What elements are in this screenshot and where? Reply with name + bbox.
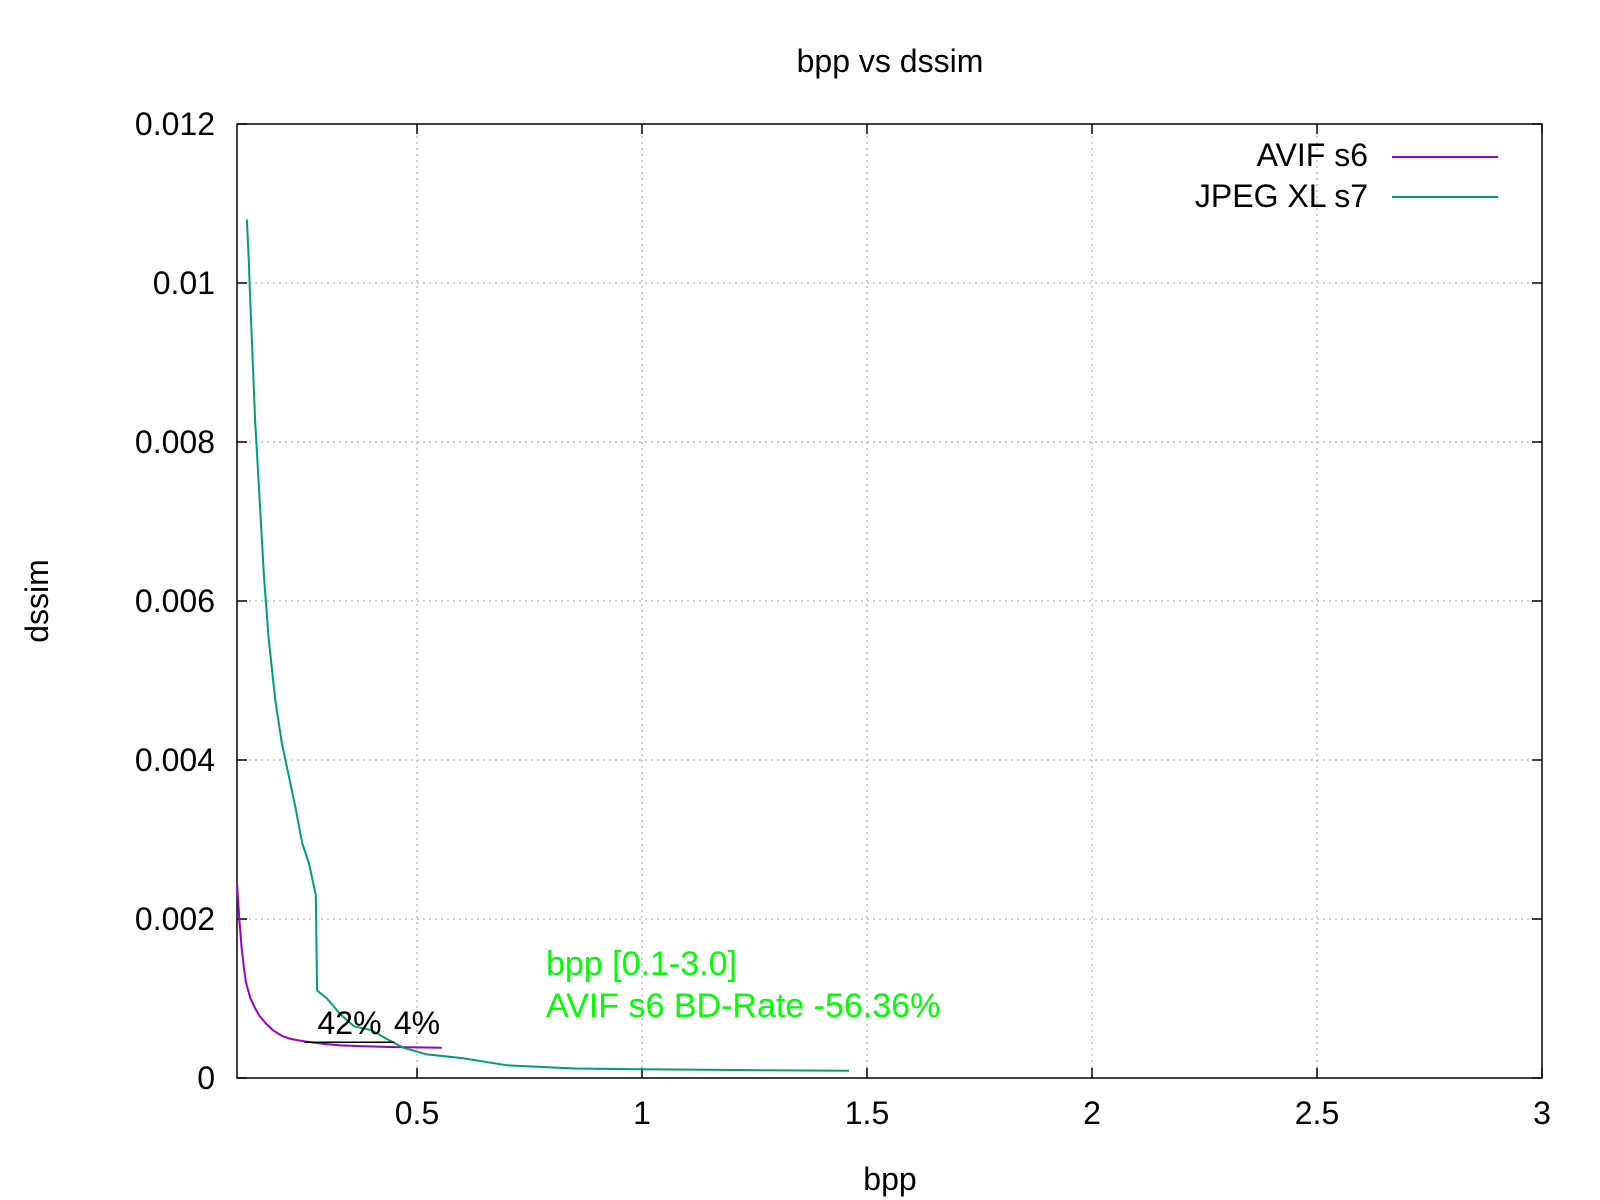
y-tick-label: 0.002: [135, 901, 215, 937]
y-tick-label: 0.008: [135, 424, 215, 460]
plot-frame: [236, 123, 1543, 1079]
x-tick-label: 0.5: [395, 1095, 439, 1131]
tick-layer: 0.5 1 1.5 2 2.5 3 0 0.002 0.004 0.006 0.008 0.01 0.0…: [135, 106, 1551, 1131]
x-tick-label: 1.5: [845, 1095, 889, 1131]
series-line-jpegxl: [245, 219, 850, 1072]
annotation-bd-rate: AVIF s6 BD-Rate -56.36%: [546, 987, 940, 1025]
x-tick-label: 2: [1083, 1095, 1101, 1131]
x-tick-label: 1: [633, 1095, 651, 1131]
y-tick-label: 0.004: [135, 742, 215, 778]
y-tick-label: 0.006: [135, 583, 215, 619]
legend-label-avif: AVIF s6: [1257, 137, 1368, 173]
x-tick-label: 2.5: [1295, 1095, 1339, 1131]
y-tick-label: 0: [197, 1060, 215, 1096]
x-tick-label: 3: [1533, 1095, 1551, 1131]
x-axis-title: bpp: [863, 1161, 916, 1197]
series-line-avif: [236, 883, 442, 1049]
y-axis-title: dssim: [19, 559, 55, 643]
annotation-bpp-range: bpp [0.1-3.0]: [546, 945, 737, 983]
legend: AVIF s6 JPEG XL s7: [1195, 137, 1498, 214]
legend-label-jpegxl: JPEG XL s7: [1195, 178, 1368, 214]
grid-layer: [237, 124, 1542, 1078]
y-tick-label: 0.01: [153, 265, 215, 301]
y-tick-label: 0.012: [135, 106, 215, 142]
series-layer: 42% 4%: [236, 219, 850, 1072]
chart-title: bpp vs dssim: [797, 43, 984, 79]
marker-label: 4%: [394, 1005, 440, 1041]
marker-label: 42%: [317, 1005, 381, 1041]
